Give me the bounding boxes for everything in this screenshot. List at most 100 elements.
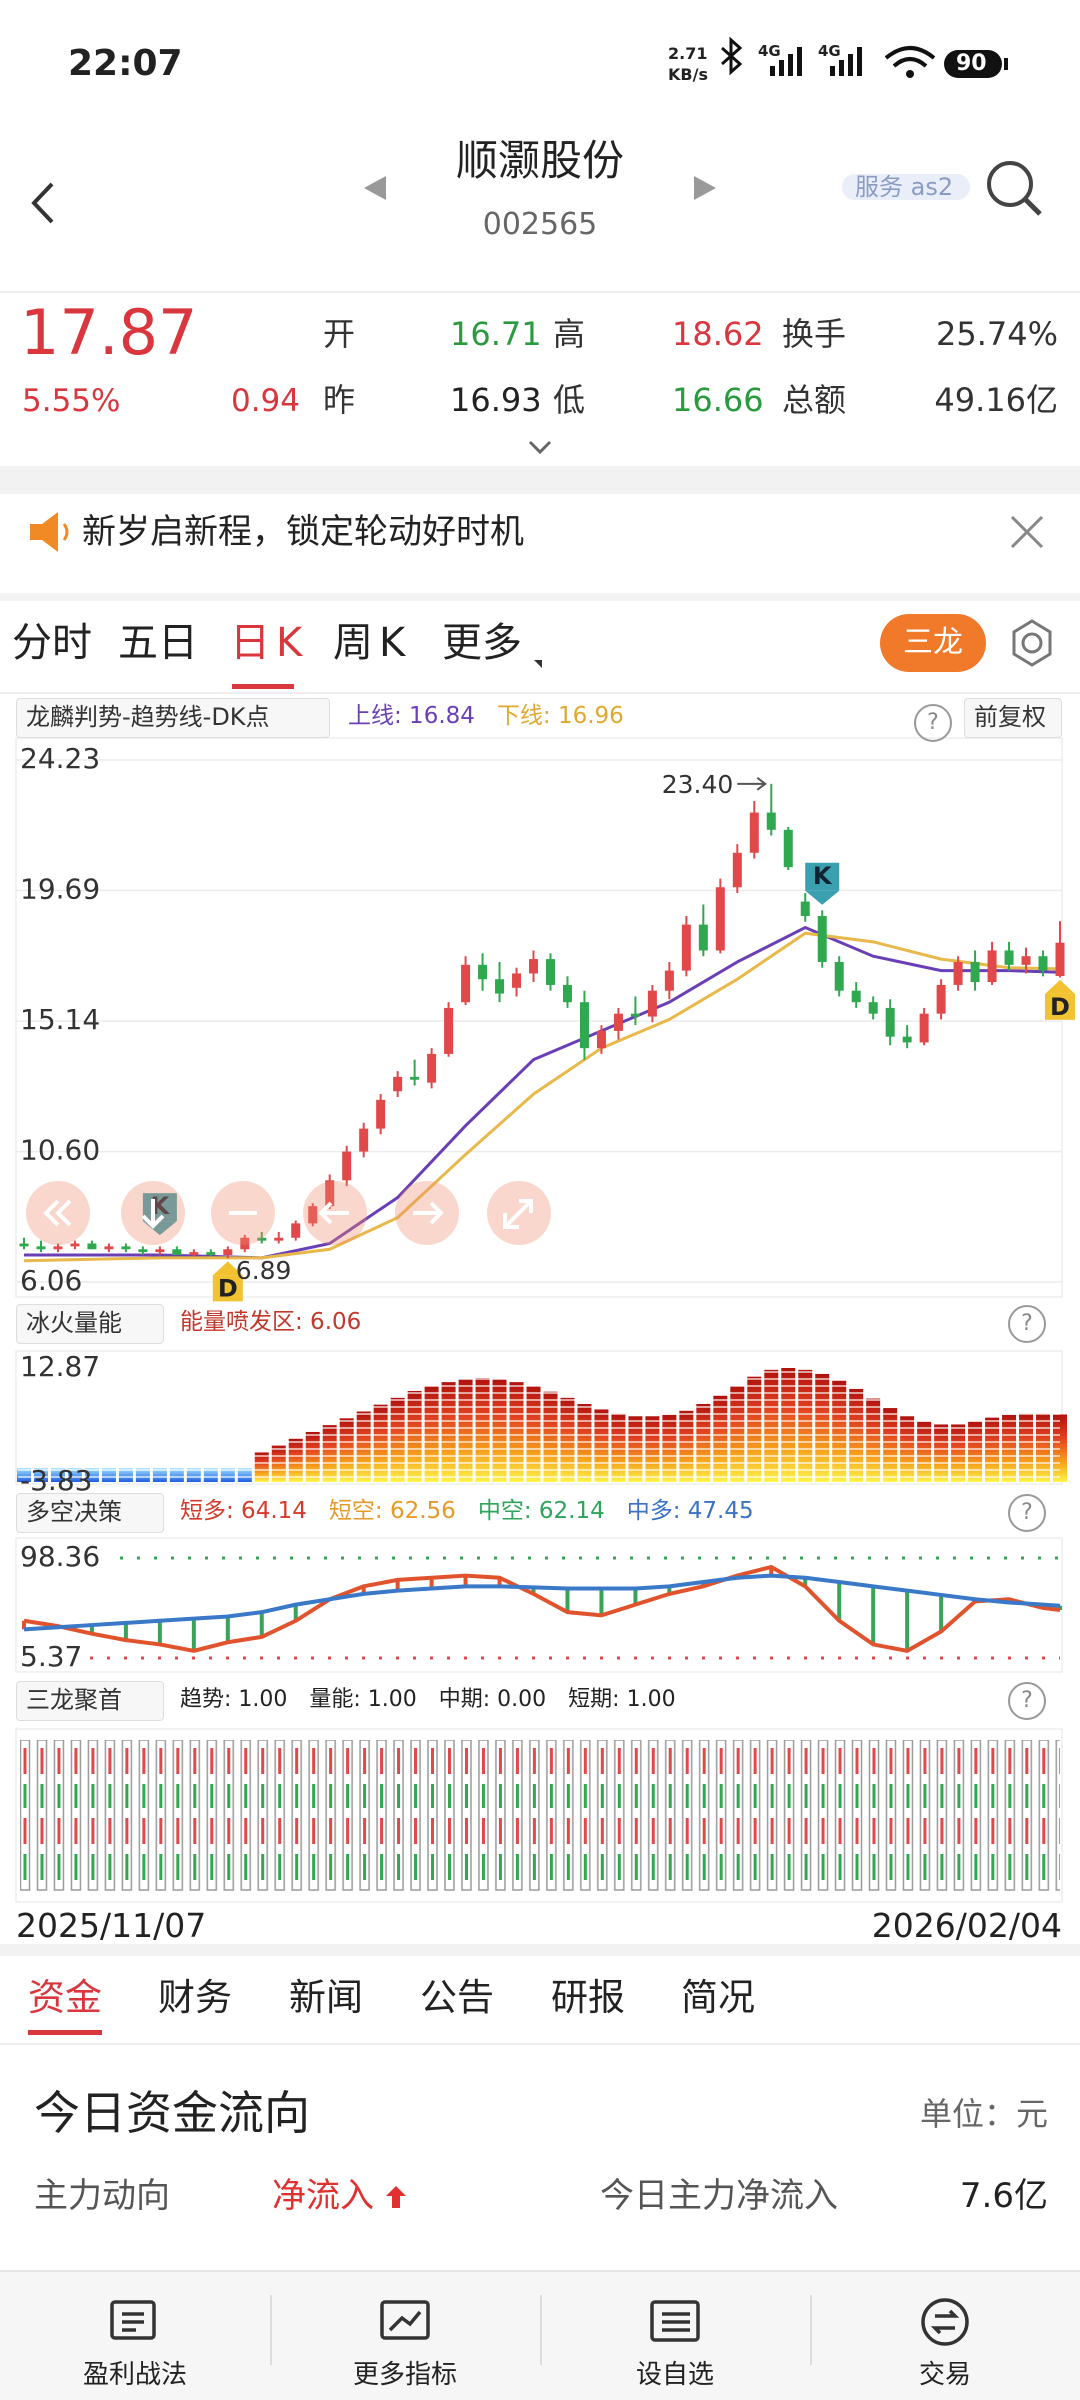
energy-bar: [407, 1391, 422, 1482]
gap: [0, 1944, 1080, 1956]
tab[interactable]: 周K: [333, 620, 412, 666]
y-tick-label: 15.14: [20, 1003, 100, 1036]
marker-arrow: [1045, 979, 1075, 994]
energy-bar: [118, 1468, 133, 1482]
sanlong-button-bg[interactable]: [880, 614, 986, 672]
legend-item: 短多: 64.14: [180, 1498, 307, 1524]
chart-controls: [43, 1199, 72, 1227]
detail-tab-underline: [28, 2030, 102, 2035]
change: 0.94: [230, 383, 300, 419]
legend-item: 中期: 0.00: [438, 1687, 547, 1712]
energy-bar: [101, 1468, 116, 1482]
nav-separators: [810, 2295, 812, 2365]
chart-controls[interactable]: [26, 1181, 551, 1245]
detail-tab-active[interactable]: 资金: [28, 1976, 102, 2019]
banner[interactable]: 新岁启新程，锁定轮动好时机: [82, 512, 524, 552]
battery: 90: [956, 51, 987, 76]
status-icons: [721, 36, 743, 76]
indicator-select[interactable]: [16, 698, 330, 738]
energy-bar: [543, 1391, 558, 1482]
header-icons: [694, 176, 716, 200]
settings-icon[interactable]: [1012, 619, 1052, 667]
energy-bar: [458, 1379, 473, 1482]
time: 22:07: [68, 43, 183, 84]
help[interactable]: ?: [1008, 1494, 1046, 1532]
nav-icons: [110, 2298, 969, 2346]
signal-marker: D: [1045, 979, 1075, 1021]
candle-body: [512, 973, 522, 988]
close-banner[interactable]: [1010, 515, 1044, 549]
detail-tab[interactable]: 研报: [551, 1976, 625, 2019]
indicator-name[interactable]: 龙麟判势-趋势线-DK点: [26, 703, 270, 731]
header-icons: [987, 161, 1033, 207]
tab[interactable]: 五日: [118, 620, 198, 666]
chart-controls: [141, 1199, 165, 1229]
divider: [0, 2270, 1080, 2272]
adjust[interactable]: 前复权: [974, 703, 1046, 731]
indicator-select[interactable]: [16, 1681, 164, 1721]
energy-bar: [492, 1379, 507, 1482]
candle-body: [291, 1223, 301, 1238]
energy-bar: [186, 1468, 201, 1482]
detail-tab[interactable]: 新闻: [289, 1976, 363, 2019]
marker-label: D: [218, 1274, 238, 1302]
detail-tab[interactable]: 公告: [420, 1976, 494, 2019]
status-icons: [906, 70, 914, 78]
price: 17.87: [20, 296, 198, 369]
candle-body: [427, 1053, 437, 1083]
megaphone: [30, 512, 58, 552]
sanlong-button[interactable]: 三龙: [903, 625, 963, 660]
candle-body: [698, 924, 708, 951]
candle-body: [868, 1002, 878, 1014]
energy-bar: [50, 1468, 65, 1482]
status-icons: [797, 47, 802, 76]
candle-body: [308, 1206, 318, 1224]
nav-item[interactable]: 交易: [918, 2360, 971, 2390]
nav-item[interactable]: 设自选: [635, 2360, 714, 2390]
tab[interactable]: 分时: [12, 620, 92, 666]
energy-bar: [866, 1398, 881, 1482]
candle-body: [987, 950, 997, 983]
service[interactable]: 服务 as2: [855, 173, 954, 201]
nav-icons: [930, 2309, 960, 2335]
candle-body: [376, 1099, 386, 1129]
status-icons: [857, 47, 862, 76]
quote-value: 49.16亿: [934, 381, 1058, 419]
sanlong-columns: [20, 1738, 1060, 1894]
candle-body: [936, 984, 946, 1014]
energy-bar: [441, 1382, 456, 1482]
candle-body: [766, 812, 776, 830]
help[interactable]: ?: [1008, 1682, 1046, 1720]
indicator-name[interactable]: 冰火量能: [26, 1309, 122, 1337]
marker-box: [212, 1275, 243, 1302]
detail-tab[interactable]: 财务: [158, 1976, 232, 2019]
tab-active[interactable]: 日K: [230, 620, 309, 666]
candle-body: [19, 1243, 29, 1247]
help[interactable]: ?: [914, 704, 952, 742]
indicator-select[interactable]: [16, 1304, 164, 1344]
indicator-name[interactable]: 多空决策: [26, 1498, 122, 1526]
expand-arrow[interactable]: [528, 440, 552, 455]
adjust-select[interactable]: [964, 698, 1062, 738]
tab-underline: [232, 684, 294, 689]
direction: 净流入: [272, 2176, 374, 2216]
indicator-select[interactable]: [16, 1493, 164, 1533]
annotation: 23.40: [662, 770, 734, 799]
detail-tab[interactable]: 简况: [681, 1976, 755, 2019]
legend: 趋势: 1.00 量能: 1.00 中期: 0.00 短期: 1.00: [180, 1689, 698, 1711]
nav-item[interactable]: 盈利战法: [82, 2360, 187, 2390]
tab[interactable]: 更多: [442, 620, 522, 666]
help[interactable]: ?: [1008, 1305, 1046, 1343]
candle-body: [478, 964, 488, 980]
nav-item[interactable]: 更多指标: [352, 2360, 457, 2390]
legend-item: 中空: 62.14: [477, 1498, 605, 1524]
energy-bar: [288, 1438, 303, 1482]
candle-body: [325, 1180, 335, 1207]
energy-bar: [84, 1468, 99, 1482]
candle-body: [393, 1076, 403, 1092]
indicator-name[interactable]: 三龙聚首: [26, 1686, 122, 1714]
candle-body: [970, 961, 980, 983]
legend: 上线: 16.84 下线: 16.96: [348, 705, 646, 728]
legend-item: 下线: 16.96: [496, 703, 624, 729]
candle-body: [240, 1237, 250, 1250]
